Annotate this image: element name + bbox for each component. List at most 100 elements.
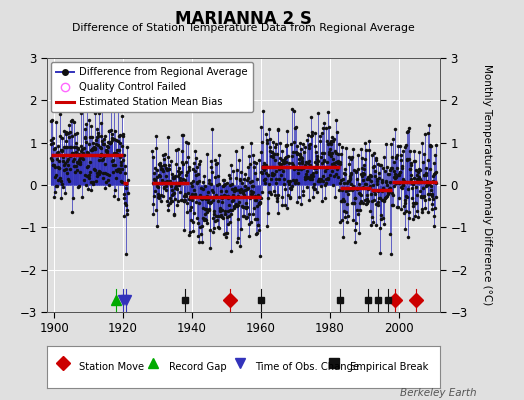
- Point: [195, 160, 204, 167]
- Point: [314, 110, 322, 116]
- Point: [392, 154, 401, 160]
- Point: [194, 238, 203, 245]
- Point: [230, 203, 238, 209]
- Point: [187, 204, 195, 210]
- Point: [365, 176, 374, 182]
- Point: [87, 122, 95, 129]
- Point: [420, 193, 428, 200]
- Point: [285, 181, 293, 187]
- Point: [202, 216, 210, 223]
- Point: [232, 148, 240, 154]
- Point: [378, 176, 387, 183]
- Point: [110, 136, 118, 143]
- Point: [154, 174, 162, 180]
- Point: [181, 172, 190, 178]
- Point: [305, 162, 314, 169]
- Point: [427, 142, 435, 149]
- Point: [339, 217, 347, 224]
- Point: [157, 192, 166, 198]
- Point: [252, 160, 260, 166]
- Point: [264, 172, 272, 178]
- Point: [232, 174, 241, 181]
- Point: [303, 174, 312, 180]
- Point: [399, 182, 407, 188]
- Point: [309, 173, 317, 180]
- Point: [242, 205, 250, 211]
- Point: [359, 176, 368, 183]
- Point: [236, 188, 244, 195]
- Point: [69, 158, 77, 164]
- Point: [310, 159, 319, 165]
- Point: [358, 154, 366, 161]
- Point: [270, 151, 278, 157]
- Point: [227, 211, 235, 218]
- Point: [320, 150, 329, 156]
- Point: [150, 193, 158, 199]
- Point: [281, 141, 290, 148]
- Point: [291, 125, 299, 132]
- Point: [339, 234, 347, 240]
- Point: [102, 179, 110, 185]
- Point: [256, 253, 265, 260]
- Point: [405, 215, 413, 221]
- Point: [49, 139, 58, 146]
- Point: [294, 166, 302, 172]
- Point: [84, 141, 93, 147]
- Point: [405, 156, 413, 162]
- Point: [51, 164, 59, 170]
- Point: [343, 186, 351, 192]
- Point: [166, 178, 174, 184]
- Point: [258, 139, 266, 146]
- Point: [102, 143, 111, 149]
- Point: [211, 218, 219, 224]
- Point: [193, 164, 201, 170]
- Point: [335, 187, 344, 193]
- Point: [183, 169, 191, 175]
- Point: [398, 163, 406, 169]
- Point: [385, 186, 393, 192]
- Point: [56, 175, 64, 181]
- Point: [368, 152, 376, 159]
- Point: [424, 208, 433, 215]
- Point: [105, 182, 113, 188]
- Point: [153, 167, 161, 173]
- Point: [187, 217, 195, 224]
- Point: [163, 166, 171, 173]
- Point: [171, 147, 180, 154]
- Point: [422, 182, 431, 189]
- Point: [380, 196, 388, 203]
- Point: [271, 144, 279, 150]
- Point: [73, 160, 82, 166]
- Point: [383, 192, 391, 199]
- Point: [161, 186, 170, 193]
- Point: [292, 176, 300, 183]
- Point: [216, 207, 224, 213]
- Point: [222, 188, 231, 194]
- Point: [332, 116, 340, 123]
- Point: [268, 154, 277, 161]
- Point: [272, 141, 280, 147]
- Point: [223, 230, 232, 237]
- Point: [402, 194, 411, 200]
- Point: [185, 229, 194, 235]
- Point: [163, 134, 172, 140]
- Point: [390, 159, 398, 166]
- Point: [373, 176, 381, 182]
- Point: [378, 185, 387, 192]
- Point: [178, 158, 186, 165]
- Point: [314, 176, 323, 182]
- Point: [349, 182, 357, 189]
- Point: [367, 178, 375, 184]
- Point: [291, 165, 299, 171]
- Point: [166, 180, 174, 186]
- Point: [426, 190, 434, 197]
- Point: [159, 193, 167, 199]
- Point: [58, 148, 67, 154]
- Point: [161, 151, 169, 157]
- Point: [152, 223, 161, 229]
- Point: [416, 166, 424, 173]
- Point: [57, 180, 66, 187]
- Point: [318, 150, 326, 156]
- Point: [334, 160, 342, 166]
- Point: [236, 242, 244, 249]
